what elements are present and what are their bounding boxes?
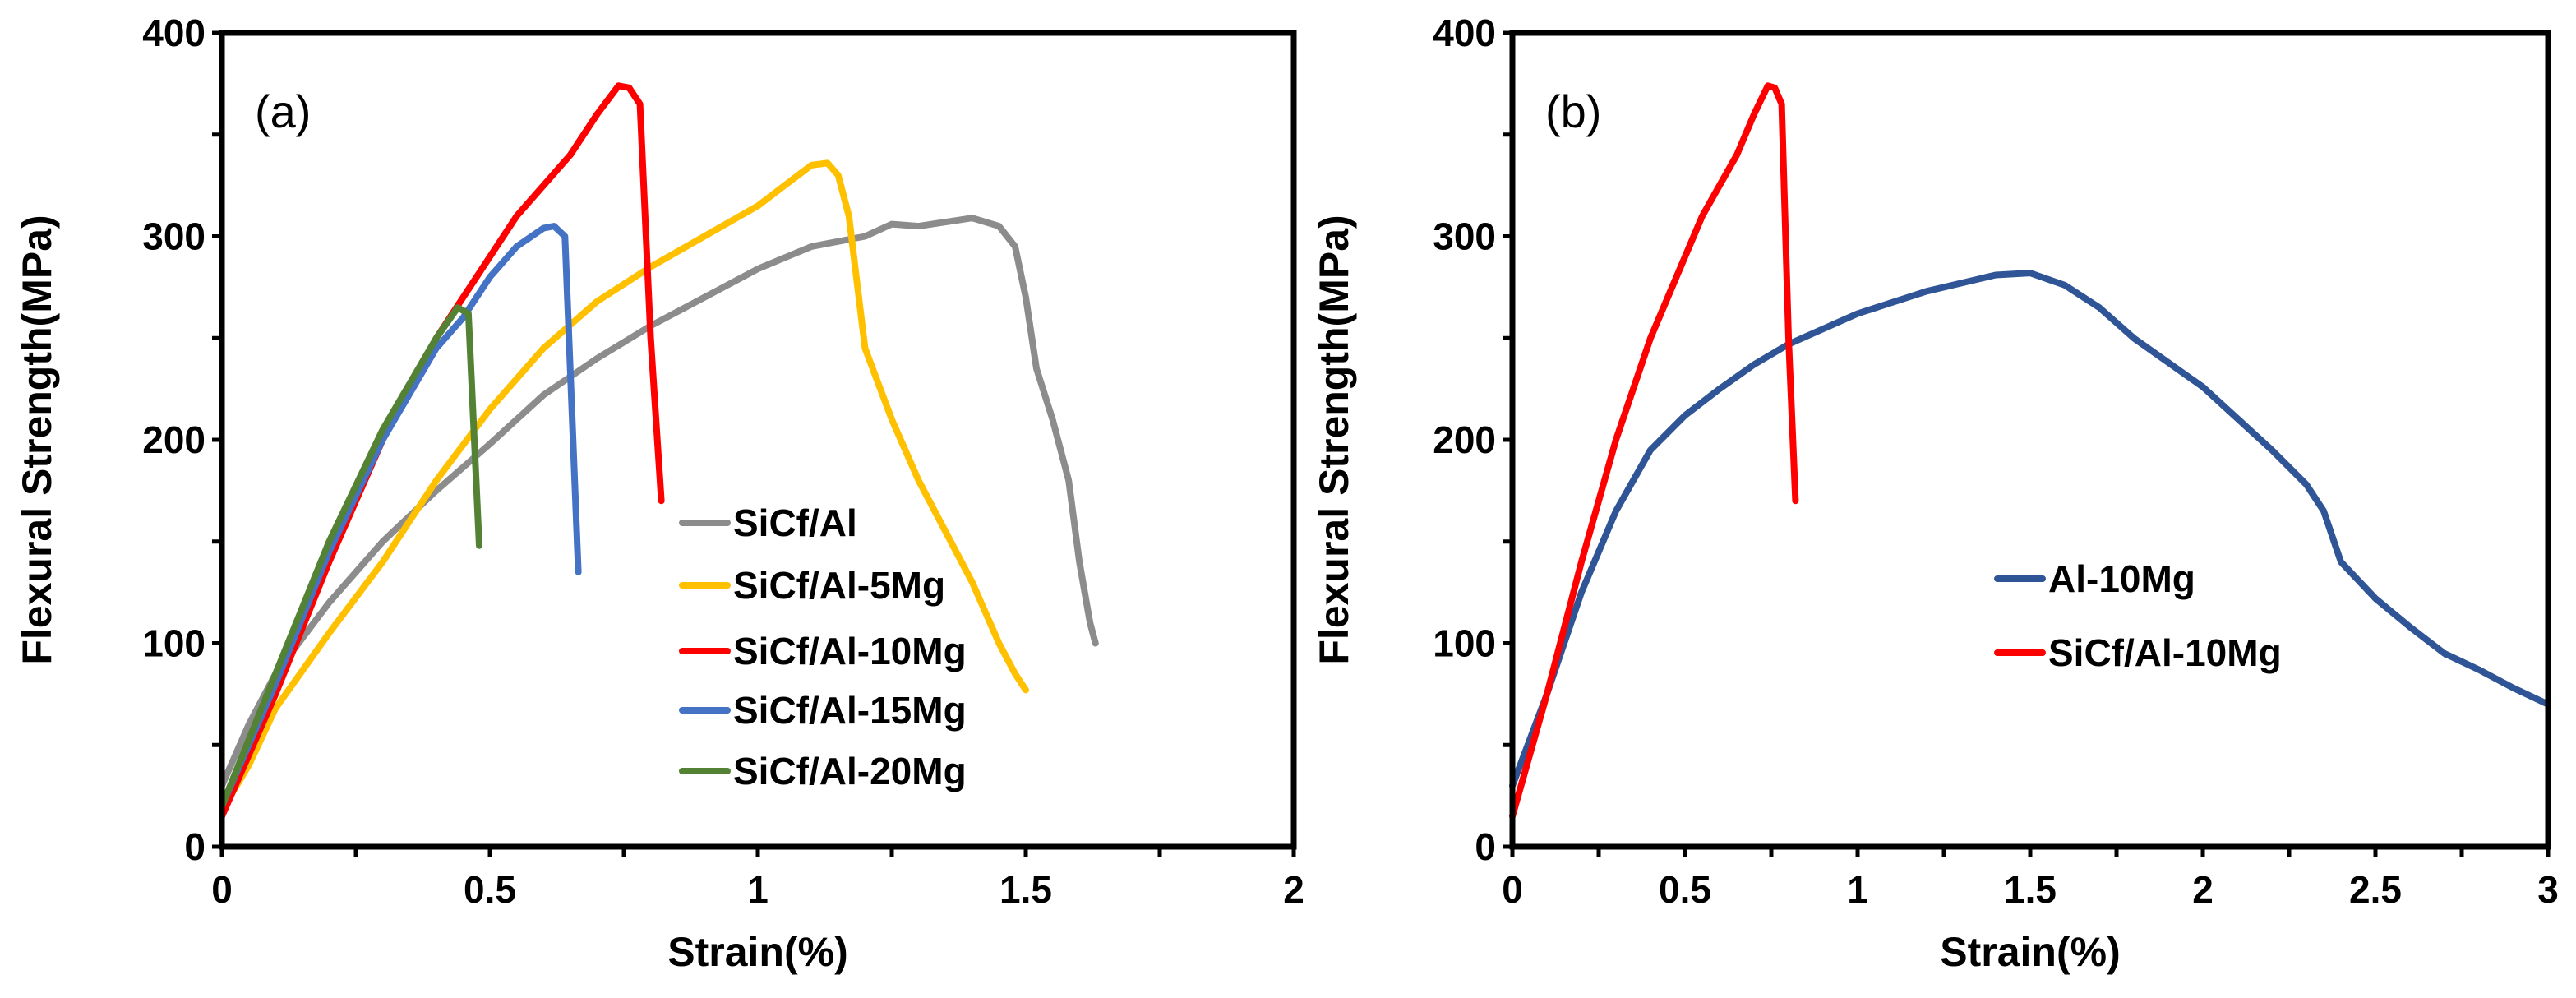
x-tick-label: 3 xyxy=(2537,868,2559,911)
x-tick-label: 2.5 xyxy=(2349,868,2402,911)
series-line-4 xyxy=(219,304,482,810)
panel-label: (a) xyxy=(255,85,311,137)
series-line-1 xyxy=(1509,82,1799,820)
series-line-2 xyxy=(219,82,665,820)
series-line-3 xyxy=(219,223,582,810)
x-tick-label: 0.5 xyxy=(1659,868,1711,911)
y-tick-label: 0 xyxy=(184,825,205,868)
panel-a: 0 100 200 300 400 0 0.5 1 1.5 2 Strain(%) Flexural … xyxy=(14,12,1304,975)
series-line-0 xyxy=(1509,270,2551,789)
plot-frame xyxy=(1509,30,2551,850)
y-tick-label: 200 xyxy=(142,418,205,461)
y-tick-label: 0 xyxy=(1475,825,1496,868)
y-tick-label: 300 xyxy=(1433,215,1496,258)
y-tick-label: 100 xyxy=(142,622,205,665)
y-tick-label: 200 xyxy=(1433,418,1496,461)
panel-label: (b) xyxy=(1545,85,1601,137)
legend-label: SiCf/Al xyxy=(733,501,857,544)
y-tick-label: 400 xyxy=(1433,12,1496,54)
x-axis-label: Strain(%) xyxy=(667,929,847,975)
legend-label: SiCf/Al-20Mg xyxy=(733,750,967,792)
x-axis-label: Strain(%) xyxy=(1940,929,2120,975)
y-tick-label: 300 xyxy=(142,215,205,258)
x-tick-label: 2 xyxy=(1283,868,1304,911)
y-axis-label: Flexural Strength(MPa) xyxy=(14,215,60,664)
x-tick-label: 1 xyxy=(1847,868,1868,911)
x-tick-label: 1.5 xyxy=(2004,868,2057,911)
y-tick-label: 100 xyxy=(1433,622,1496,665)
legend-label: SiCf/Al-5Mg xyxy=(733,564,945,607)
x-tick-label: 1 xyxy=(747,868,769,911)
legend-label: Al-10Mg xyxy=(2048,557,2195,600)
legend-label: SiCf/Al-15Mg xyxy=(733,689,967,732)
panel-b: 0 100 200 300 400 0 0.5 1 1.5 2 2.5 3 Strain(%) Flexu… xyxy=(1311,12,2559,975)
y-axis-label: Flexural Strength(MPa) xyxy=(1311,215,1357,664)
x-tick-label: 1.5 xyxy=(999,868,1052,911)
series-line-1 xyxy=(219,159,1029,814)
series-line-0 xyxy=(219,215,1099,789)
legend-label: SiCf/Al-10Mg xyxy=(2048,631,2282,674)
legend: Al-10Mg SiCf/Al-10Mg xyxy=(1994,557,2282,674)
x-tick-label: 2 xyxy=(2192,868,2214,911)
y-tick-label: 400 xyxy=(142,12,205,54)
x-tick-label: 0 xyxy=(211,868,233,911)
legend-label: SiCf/Al-10Mg xyxy=(733,630,967,672)
legend: SiCf/Al SiCf/Al-5Mg SiCf/Al-10Mg SiCf/Al-15… xyxy=(679,501,967,792)
x-tick-label: 0 xyxy=(1502,868,1523,911)
x-tick-label: 0.5 xyxy=(464,868,516,911)
